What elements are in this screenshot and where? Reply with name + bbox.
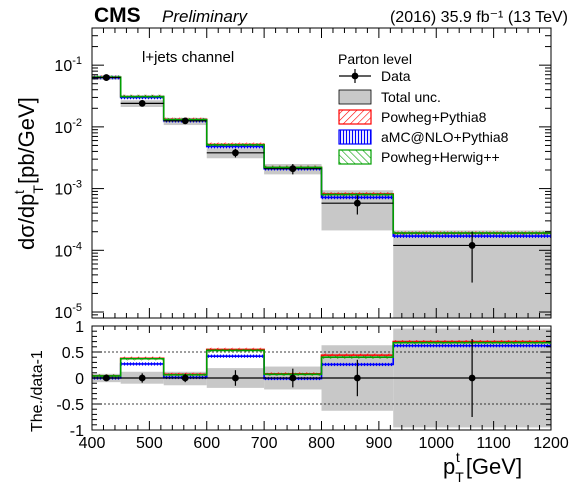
legend-label-phw: Powheg+Herwig++ bbox=[381, 149, 500, 165]
x-tick-label: 800 bbox=[308, 435, 335, 452]
legend-label-data: Data bbox=[381, 68, 411, 84]
x-tick-label: 400 bbox=[79, 435, 106, 452]
x-tick-label: 900 bbox=[366, 435, 393, 452]
preliminary-label: Preliminary bbox=[162, 7, 249, 26]
main-data-point bbox=[102, 74, 110, 81]
main-data-point bbox=[289, 165, 297, 173]
x-tick-label: 1100 bbox=[476, 435, 511, 452]
x-tick-label: 700 bbox=[251, 435, 278, 452]
ratio-ylabel: The./data-1 bbox=[29, 350, 46, 432]
ratio-y-tick-label: -1 bbox=[70, 423, 84, 440]
legend-amc-swatch bbox=[338, 129, 372, 145]
svg-text:pTt [GeV]: pTt [GeV] bbox=[443, 449, 522, 485]
ratio-amc-line bbox=[92, 344, 551, 380]
ratio-data-point bbox=[138, 374, 146, 382]
ratio-y-tick-label: 1 bbox=[75, 319, 84, 336]
main-data-point bbox=[138, 100, 146, 107]
main-data-point bbox=[232, 149, 239, 157]
main-y-tick-label: 10-1 bbox=[54, 55, 82, 75]
legend-phw-swatch bbox=[338, 149, 372, 165]
x-tick-label: 1200 bbox=[533, 435, 569, 452]
x-axis-title: pTt [GeV] bbox=[443, 449, 522, 485]
cms-label: CMS bbox=[94, 4, 141, 27]
channel-label: l+jets channel bbox=[142, 49, 234, 66]
ratio-data-point bbox=[102, 374, 110, 382]
main-data-point bbox=[468, 242, 476, 249]
main-y-tick-label: 10-4 bbox=[54, 240, 82, 260]
main-y-tick-label: 10-2 bbox=[54, 117, 82, 137]
lumi-label: (2016) 35.9 fb⁻¹ (13 TeV) bbox=[390, 9, 568, 26]
x-tick-label: 500 bbox=[136, 435, 163, 452]
legend: Parton level Data Total unc. Powheg+Pyth… bbox=[338, 51, 509, 165]
legend-pp8-swatch bbox=[338, 109, 372, 125]
ratio-data-point bbox=[181, 374, 189, 382]
main-data-point bbox=[181, 117, 189, 125]
x-tick-label: 600 bbox=[193, 435, 220, 452]
legend-label-amc: aMC@NLO+Pythia8 bbox=[381, 129, 509, 145]
ratio-data-point bbox=[353, 374, 361, 382]
ratio-phw-line bbox=[92, 341, 551, 377]
svg-text:dσ/dpTt [pb/GeV]: dσ/dpTt [pb/GeV] bbox=[11, 97, 46, 250]
legend-data-marker bbox=[339, 69, 371, 83]
main-panel: 10-510-410-310-210-1 bbox=[54, 27, 552, 322]
legend-label-pp8: Powheg+Pythia8 bbox=[381, 109, 487, 125]
main-data-point bbox=[353, 199, 361, 207]
main-y-tick-label: 10-3 bbox=[54, 179, 82, 199]
ratio-panel: -1 -0.5 0 0.5 1 bbox=[56, 319, 552, 440]
main-phw-line bbox=[92, 76, 551, 234]
legend-unc-swatch bbox=[338, 89, 372, 105]
ratio-y-tick-label: -0.5 bbox=[56, 397, 84, 414]
x-tick-label: 1000 bbox=[418, 435, 454, 452]
ratio-y-tick-label: 0 bbox=[75, 371, 84, 388]
svg-text:The./data-1: The./data-1 bbox=[29, 350, 46, 432]
ratio-y-tick-label: 0.5 bbox=[62, 345, 84, 362]
ratio-data-point bbox=[468, 374, 476, 382]
ratio-data-point bbox=[232, 374, 239, 382]
legend-label-unc: Total unc. bbox=[381, 89, 441, 105]
main-ylabel: dσ/dpTt [pb/GeV] bbox=[11, 97, 46, 250]
legend-title: Parton level bbox=[338, 51, 412, 67]
ratio-data-point bbox=[289, 374, 297, 382]
